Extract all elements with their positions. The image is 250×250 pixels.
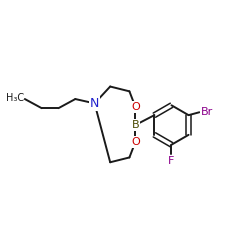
Text: H₃C: H₃C: [6, 93, 24, 103]
Text: O: O: [131, 137, 140, 147]
Text: F: F: [168, 156, 175, 166]
Text: B: B: [132, 120, 139, 130]
Text: N: N: [90, 97, 99, 110]
Text: Br: Br: [200, 107, 213, 117]
Text: O: O: [131, 102, 140, 112]
